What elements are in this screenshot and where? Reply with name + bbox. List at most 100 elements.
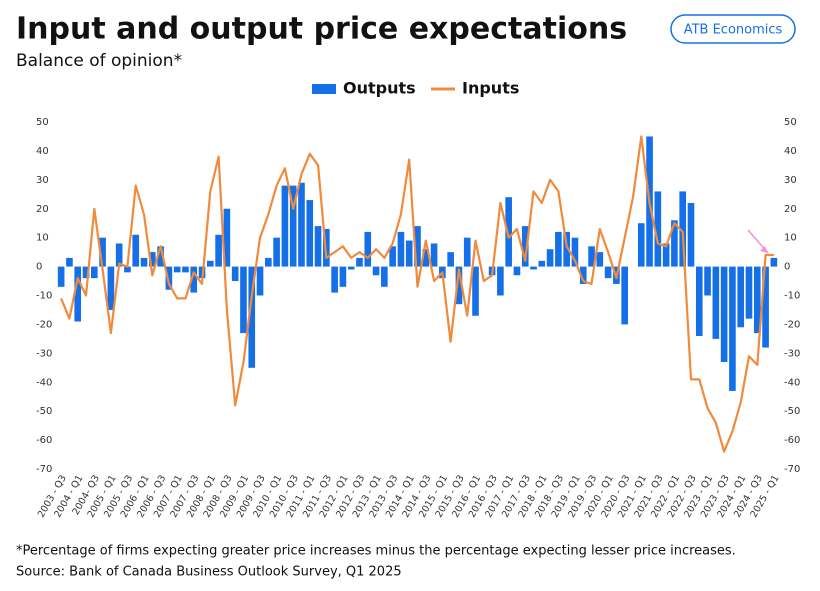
y2-tick-label: -70 [784,464,800,475]
bar [654,191,662,267]
bar [712,266,720,339]
bar [753,266,761,334]
bar [231,266,239,282]
bar [588,246,595,267]
bar [298,182,305,267]
bar [662,243,670,267]
bar [770,257,778,267]
y-tick-label: -50 [36,406,52,417]
bar [372,266,380,276]
bar [513,266,521,276]
y-tick-label: -60 [36,435,52,446]
bar [422,249,430,267]
bar [521,226,529,267]
y-tick-label: -70 [36,464,52,475]
bar [74,266,82,322]
bar [273,237,280,267]
line [60,135,774,453]
bar [148,252,156,267]
y2-tick-label: 0 [784,262,790,273]
y2-tick-label: 50 [784,117,797,128]
bar [596,252,604,267]
bar [157,246,164,267]
bar [389,246,396,267]
legend-label: Outputs [343,79,416,98]
bar [240,266,247,334]
bar [745,266,753,319]
bar [115,243,123,267]
annotation-arrow-head [760,246,768,253]
bar [314,226,322,267]
y-tick-label: 0 [36,262,42,273]
bar [505,197,512,267]
y-tick-label: -30 [36,348,52,359]
bar [671,220,678,267]
bar [538,260,546,267]
y-tick-label: -10 [36,291,52,302]
legend-swatch [312,84,336,94]
bar [546,249,554,267]
y-tick-label: 40 [36,146,49,157]
y2-tick-label: -40 [784,377,800,388]
bar [463,237,471,267]
bar [331,266,338,293]
bar [455,266,463,305]
bar [720,266,728,363]
y2-tick-label: -60 [784,435,800,446]
bar [215,234,222,267]
bar [530,266,537,270]
bar [107,266,115,310]
bar [339,266,347,287]
bar [306,200,314,267]
y2-tick-label: -10 [784,291,800,302]
bar [82,266,90,279]
bar [579,266,587,284]
bar [99,237,106,267]
bar [173,266,181,273]
bar [347,266,355,270]
bar [165,266,173,290]
bar [140,257,148,267]
y2-tick-label: 20 [784,204,797,215]
brand-badge [670,14,796,44]
bar [182,266,189,273]
bar [679,191,687,267]
bar [687,202,695,267]
bar [397,231,405,267]
y-tick-label: -40 [36,377,52,388]
bar [356,257,363,267]
bar [124,266,131,273]
bar [447,252,454,267]
y-tick-label: 50 [36,117,49,128]
y2-tick-label: -20 [784,319,800,330]
chart-title: Input and output price expectations [16,12,627,47]
bar [737,266,745,328]
bar [762,266,769,348]
subtitle: Balance of opinion* [16,51,182,71]
bar [207,260,214,267]
bar [256,266,264,296]
y2-tick-label: 30 [784,175,797,186]
bar [223,208,231,267]
bar [66,257,73,267]
bar [248,266,256,368]
bar [497,266,504,296]
bar [563,231,570,267]
bar [555,231,562,267]
legend-label: Inputs [462,79,519,98]
y-tick-label: 30 [36,175,49,186]
bar [604,266,612,279]
bar [695,266,703,336]
bar [637,223,645,267]
y2-tick-label: -30 [784,348,800,359]
bar [621,266,628,325]
y2-tick-label: 40 [784,146,797,157]
bar [729,266,736,391]
bar [57,266,65,287]
bar [281,185,289,267]
source: Source: Bank of Canada Business Outlook … [16,565,402,580]
bar [132,234,140,267]
bar [414,226,421,267]
bar [90,266,98,279]
